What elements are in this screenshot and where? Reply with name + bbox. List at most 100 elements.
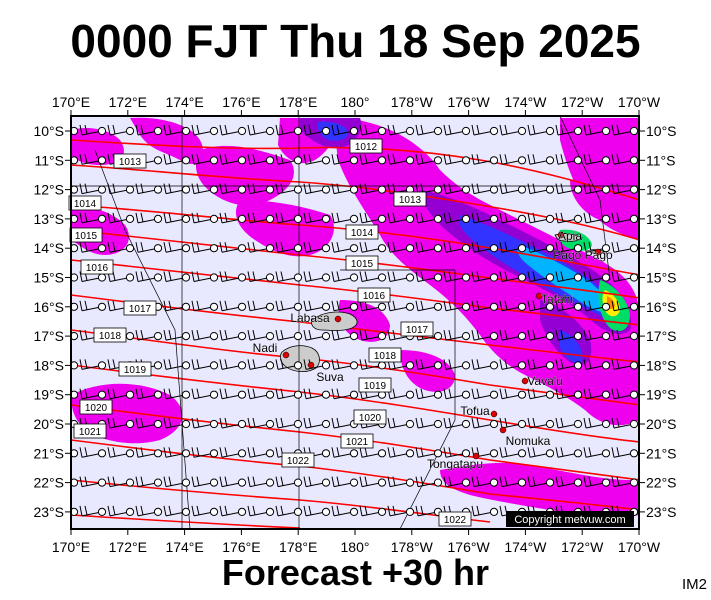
wind-barb <box>135 242 163 253</box>
wind-barb <box>583 154 611 165</box>
wind-barb <box>471 417 499 429</box>
lon-label-top: 180° <box>341 94 370 110</box>
wind-barb <box>611 183 639 195</box>
wind-barb <box>331 476 359 488</box>
wind-barb <box>107 212 135 224</box>
wind-barb <box>275 505 303 517</box>
wind-barbs <box>71 124 639 517</box>
wind-barb <box>275 271 303 282</box>
isobar-label: 1017 <box>400 321 434 337</box>
wind-barb <box>219 388 247 400</box>
svg-text:1016: 1016 <box>363 291 386 302</box>
wind-barb <box>555 154 583 165</box>
precipitation-heavy <box>300 118 631 365</box>
lat-label-right: 13°S <box>646 211 677 227</box>
lat-label-right: 14°S <box>646 240 677 256</box>
wind-barb <box>71 302 79 311</box>
lat-label-right: 10°S <box>646 123 677 139</box>
wind-barb <box>107 183 135 195</box>
wind-barb <box>359 359 387 370</box>
wind-barb <box>247 329 275 341</box>
lon-label-bottom: 170°W <box>618 539 661 555</box>
wind-barb <box>219 124 247 136</box>
wind-barb <box>611 300 639 312</box>
wind-barb <box>219 505 247 517</box>
wind-barb <box>135 212 163 224</box>
wind-barb <box>499 388 527 400</box>
model-code: IM2 <box>682 576 708 593</box>
wind-barb <box>275 300 303 312</box>
wind-barb <box>135 271 163 282</box>
lon-label-top: 174°W <box>504 94 547 110</box>
svg-text:1014: 1014 <box>351 228 374 239</box>
wind-barb <box>71 126 79 136</box>
wind-barb <box>303 124 331 136</box>
wind-barb <box>135 505 163 517</box>
place-label: Vava'u <box>527 374 562 388</box>
lat-label-right: 16°S <box>646 299 677 315</box>
svg-text:1013: 1013 <box>119 157 142 168</box>
wind-barb <box>219 476 247 488</box>
place-label: Nadi <box>253 341 278 355</box>
wind-barb <box>387 476 415 488</box>
wind-barb <box>611 124 639 136</box>
wind-barb <box>387 154 415 165</box>
isobar-label: 1018 <box>368 347 402 363</box>
isobar-label: 1013 <box>393 191 427 207</box>
wind-barb <box>471 476 499 488</box>
wind-barb <box>555 417 583 429</box>
svg-text:1017: 1017 <box>129 304 152 315</box>
wind-barb <box>415 124 443 136</box>
wind-barb <box>387 124 415 136</box>
wind-barb <box>583 271 611 282</box>
wind-barb <box>303 300 331 312</box>
lon-label-bottom: 172°E <box>109 539 147 555</box>
wind-barb <box>191 212 219 224</box>
wind-barb <box>471 329 499 341</box>
lat-label-left: 12°S <box>33 182 64 198</box>
wind-barb <box>359 154 387 165</box>
wind-barb <box>415 447 443 458</box>
lat-label-left: 10°S <box>33 123 64 139</box>
wind-barb <box>163 359 191 370</box>
wind-barb <box>471 124 499 136</box>
wind-barb <box>611 447 639 458</box>
lon-label-top: 170°W <box>618 94 661 110</box>
wind-barb <box>71 332 79 341</box>
wind-barb <box>71 390 79 399</box>
wind-barb <box>191 154 219 165</box>
lat-label-right: 18°S <box>646 357 677 373</box>
wind-barb <box>583 359 611 370</box>
wind-barb <box>443 329 471 341</box>
wind-barb <box>415 359 443 370</box>
wind-barb <box>331 359 359 370</box>
wind-barb <box>135 124 163 136</box>
svg-text:1020: 1020 <box>359 413 382 424</box>
wind-barb <box>163 388 191 400</box>
lat-label-left: 21°S <box>33 445 64 461</box>
svg-text:1017: 1017 <box>406 325 429 336</box>
wind-barb <box>499 183 527 195</box>
isobar-label: 1020 <box>353 409 387 425</box>
wind-barb <box>107 124 135 136</box>
wind-barb <box>191 447 219 458</box>
wind-barb <box>275 417 303 429</box>
vanua-levu-island <box>311 311 358 331</box>
isobar-label: 1014 <box>345 224 379 240</box>
place-label: Tafahi <box>541 292 573 306</box>
wind-barb <box>527 271 555 282</box>
wind-barb <box>71 185 79 194</box>
wind-barb <box>443 447 471 458</box>
wind-barb <box>303 505 331 517</box>
lat-label-right: 15°S <box>646 270 677 286</box>
wind-barb <box>387 417 415 429</box>
wind-barb <box>583 447 611 458</box>
page-title: 0000 FJT Thu 18 Sep 2025 <box>70 15 641 67</box>
forecast-label: Forecast +30 hr <box>221 552 490 593</box>
wind-barb <box>387 388 415 400</box>
wind-barb <box>303 242 331 253</box>
wind-barb <box>359 124 387 136</box>
wind-barb <box>135 388 163 400</box>
wind-barb <box>247 359 275 370</box>
wind-barb <box>583 124 611 136</box>
